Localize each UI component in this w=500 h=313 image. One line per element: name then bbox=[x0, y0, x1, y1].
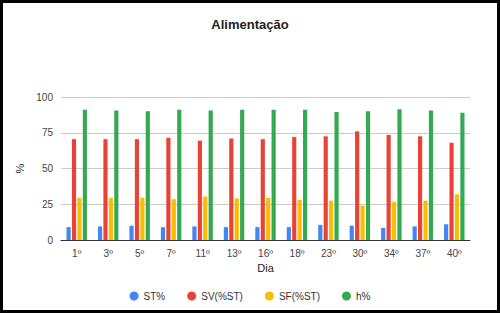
svg-text:50: 50 bbox=[42, 163, 54, 174]
svg-text:Alimentação: Alimentação bbox=[211, 17, 288, 32]
svg-text:18º: 18º bbox=[290, 248, 305, 259]
svg-text:Dia: Dia bbox=[257, 262, 274, 274]
svg-text:0: 0 bbox=[47, 235, 53, 246]
svg-text:SV(%ST): SV(%ST) bbox=[201, 291, 243, 302]
svg-text:1º: 1º bbox=[72, 248, 82, 259]
svg-text:75: 75 bbox=[42, 127, 54, 138]
svg-text:3º: 3º bbox=[104, 248, 114, 259]
svg-text:13º: 13º bbox=[227, 248, 242, 259]
svg-text:h%: h% bbox=[356, 291, 371, 302]
svg-text:40º: 40º bbox=[447, 248, 462, 259]
svg-text:34º: 34º bbox=[384, 248, 399, 259]
svg-text:7º: 7º bbox=[167, 248, 177, 259]
svg-text:25: 25 bbox=[42, 199, 54, 210]
svg-text:%: % bbox=[14, 163, 26, 173]
svg-text:23º: 23º bbox=[321, 248, 336, 259]
svg-text:37º: 37º bbox=[415, 248, 430, 259]
svg-text:11º: 11º bbox=[196, 248, 210, 259]
svg-text:5º: 5º bbox=[135, 248, 145, 259]
svg-text:30º: 30º bbox=[352, 248, 367, 259]
svg-text:ST%: ST% bbox=[144, 291, 166, 302]
svg-text:16º: 16º bbox=[258, 248, 273, 259]
svg-text:SF(%ST): SF(%ST) bbox=[279, 291, 320, 302]
svg-text:100: 100 bbox=[36, 92, 53, 103]
